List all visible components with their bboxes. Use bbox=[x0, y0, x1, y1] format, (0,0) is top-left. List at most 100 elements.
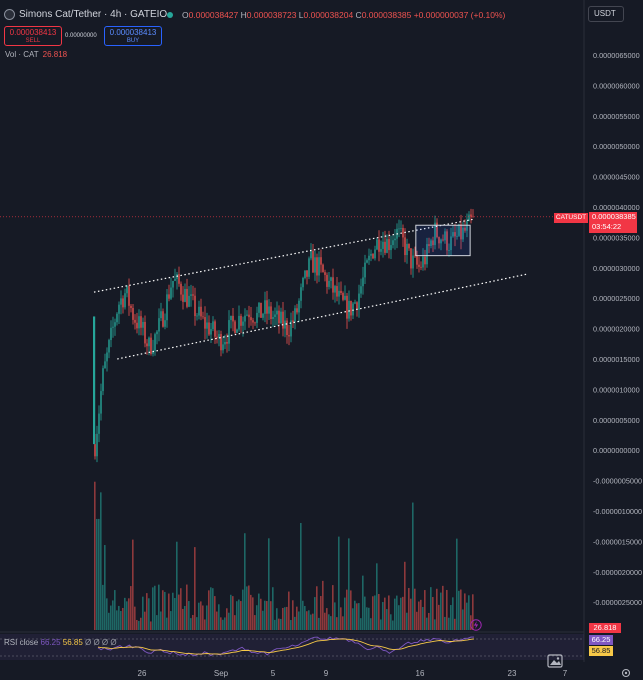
candle-body bbox=[116, 313, 118, 323]
volume-bar bbox=[468, 595, 470, 630]
volume-bar bbox=[112, 600, 114, 630]
candle-body bbox=[160, 311, 162, 319]
rsi-label: RSI bbox=[4, 638, 18, 647]
range-highlight-box bbox=[415, 224, 471, 257]
volume-bar bbox=[354, 600, 356, 630]
volume-bar bbox=[108, 612, 110, 630]
candle-body bbox=[130, 305, 132, 308]
candle-body bbox=[416, 255, 418, 265]
candle-body bbox=[384, 241, 386, 253]
volume-bar bbox=[220, 617, 222, 630]
symbol-title[interactable]: Simons Cat/Tether · 4h · GATEIO bbox=[19, 9, 168, 20]
candle-body bbox=[362, 277, 364, 287]
y-tick-label: 0.0000065000 bbox=[593, 51, 640, 60]
candle-body bbox=[156, 331, 158, 335]
volume-bar bbox=[118, 605, 120, 630]
rsi-line bbox=[97, 636, 474, 657]
close-label: C bbox=[355, 10, 362, 20]
candle-body bbox=[266, 300, 268, 314]
candle-body bbox=[132, 307, 134, 320]
volume-legend[interactable]: Vol · CAT 26.818 bbox=[5, 50, 67, 59]
volume-bar bbox=[422, 606, 424, 630]
volume-bar bbox=[190, 618, 192, 630]
candle-body bbox=[268, 306, 270, 314]
volume-bar bbox=[414, 588, 416, 630]
candle-body bbox=[150, 337, 152, 354]
volume-bar bbox=[276, 608, 278, 630]
volume-bar bbox=[98, 518, 100, 630]
y-tick-label: 0.0000005000 bbox=[593, 416, 640, 425]
candle-body bbox=[158, 318, 160, 332]
volume-bar bbox=[172, 592, 174, 630]
volume-bar bbox=[100, 492, 102, 630]
volume-bar bbox=[198, 602, 200, 630]
candle-body bbox=[234, 321, 236, 333]
volume-bar bbox=[280, 618, 282, 630]
volume-bar bbox=[418, 601, 420, 630]
sell-button[interactable]: 0.000038413 SELL bbox=[4, 26, 62, 46]
volume-bar bbox=[294, 616, 296, 630]
rsi-value: 66.25 bbox=[40, 638, 61, 647]
candle-body bbox=[436, 222, 438, 238]
rsi-legend[interactable]: RSI close 66.25 56.85 Ø Ø Ø Ø bbox=[4, 638, 117, 647]
y-tick-label: -0.0000015000 bbox=[593, 537, 642, 546]
candle-body bbox=[356, 302, 358, 310]
buy-button[interactable]: 0.000038413 BUY bbox=[104, 26, 162, 46]
volume-bar bbox=[308, 610, 310, 630]
snapshot-icon[interactable] bbox=[547, 654, 563, 668]
volume-bar bbox=[110, 605, 112, 630]
x-tick-label: 9 bbox=[324, 669, 329, 678]
volume-bar bbox=[370, 618, 372, 630]
candle-body bbox=[180, 283, 182, 295]
candle-body bbox=[434, 222, 436, 246]
candle-body bbox=[394, 238, 396, 241]
candle-body bbox=[144, 321, 146, 344]
candle-body bbox=[332, 277, 334, 293]
volume-bar bbox=[174, 598, 176, 630]
volume-bar bbox=[128, 598, 130, 630]
candle-body bbox=[368, 255, 370, 261]
candle-body bbox=[326, 274, 328, 287]
volume-bar bbox=[168, 593, 170, 630]
candle-body bbox=[302, 277, 304, 288]
candle-body bbox=[382, 241, 384, 249]
low-label: L bbox=[298, 10, 304, 20]
candle-body bbox=[262, 313, 264, 318]
candle-body bbox=[170, 287, 172, 299]
candle-body bbox=[320, 257, 322, 265]
candle-body bbox=[96, 433, 98, 457]
volume-bar bbox=[300, 522, 302, 630]
settings-gear-icon[interactable] bbox=[621, 668, 631, 678]
currency-selector[interactable]: USDT bbox=[588, 6, 624, 22]
volume-bar bbox=[136, 619, 138, 630]
candle-body bbox=[98, 413, 100, 434]
candle-body bbox=[166, 294, 168, 321]
volume-bar bbox=[94, 481, 96, 630]
candle-body bbox=[174, 278, 176, 281]
candle-body bbox=[294, 308, 296, 322]
candle-body bbox=[162, 311, 164, 327]
candle-body bbox=[300, 287, 302, 301]
candle-body bbox=[324, 272, 326, 275]
alert-flash-icon[interactable] bbox=[470, 619, 482, 631]
volume-bar bbox=[226, 608, 228, 630]
rsi-source: close bbox=[19, 638, 39, 647]
candle-body bbox=[364, 262, 366, 278]
candle-body bbox=[358, 293, 360, 310]
candle-body bbox=[202, 316, 204, 318]
rsi-band bbox=[0, 634, 584, 660]
y-tick-label: 0.0000020000 bbox=[593, 325, 640, 334]
spread-value: 0.00000000 bbox=[65, 33, 97, 39]
candle-body bbox=[224, 342, 226, 345]
x-tick-label: 23 bbox=[508, 669, 517, 678]
volume-bar bbox=[202, 605, 204, 630]
volume-label: Vol · CAT bbox=[5, 50, 39, 59]
candle-body bbox=[184, 288, 186, 302]
volume-bar bbox=[274, 619, 276, 630]
candle-body bbox=[124, 293, 126, 308]
volume-bar bbox=[102, 584, 104, 630]
rsi-axis-tag: 66.25 bbox=[589, 635, 613, 645]
candle-body bbox=[370, 253, 372, 256]
volume-bar bbox=[170, 611, 172, 630]
